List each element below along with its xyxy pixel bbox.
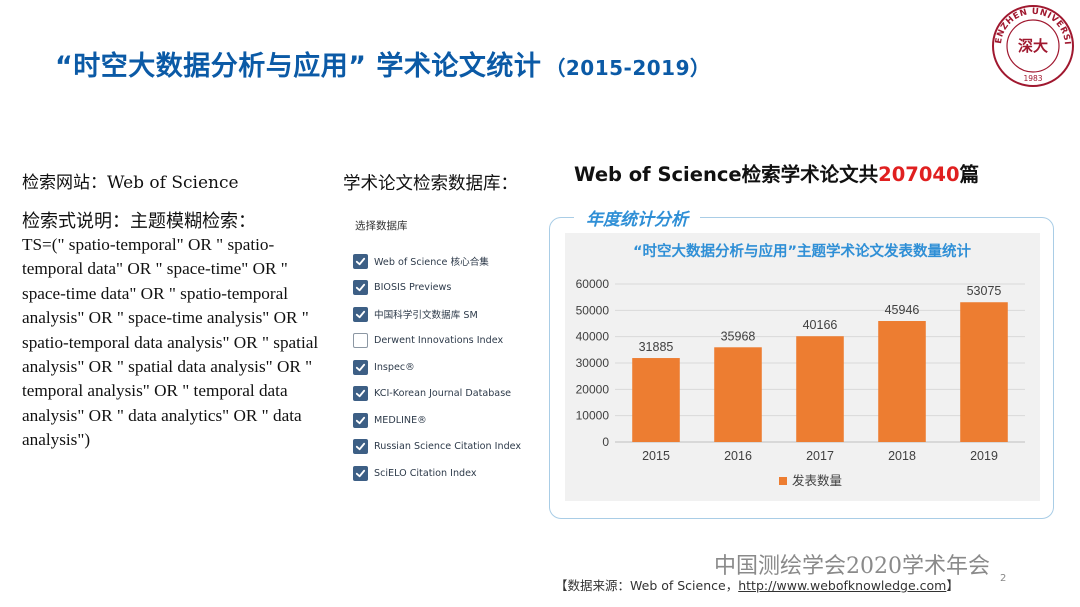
checkbox-checked-icon[interactable] (353, 439, 368, 455)
bar-chart: “时空大数据分析与应用”主题学术论文发表数量统计 0 10000 20000 30000… (576, 242, 1025, 488)
footer-source-suffix: 】 (946, 578, 959, 593)
y-tick-label: 40000 (576, 330, 610, 344)
database-item[interactable]: Derwent Innovations Index (353, 328, 543, 355)
bar (714, 347, 762, 442)
database-item[interactable]: 中国科学引文数据库 SM (353, 301, 543, 328)
footer-organization: 中国测绘学会2020学术年会 (714, 554, 990, 579)
bar (960, 302, 1008, 442)
total-count-suffix: 篇 (959, 163, 980, 186)
y-tick-label: 50000 (576, 303, 610, 317)
slide-title-text: “时空大数据分析与应用” 学术论文统计 (55, 51, 542, 82)
bar-value-label: 31885 (639, 340, 674, 354)
checkbox-checked-icon[interactable] (353, 412, 368, 428)
page-number: 2 (1000, 573, 1007, 584)
database-item-label: Inspec® (374, 361, 415, 373)
database-item[interactable]: SciELO Citation Index (353, 460, 543, 487)
logo-year: 1983 (1023, 74, 1042, 83)
x-tick-label: 2016 (724, 449, 752, 463)
total-count-number: 207040 (878, 163, 960, 186)
database-item-label: BIOSIS Previews (374, 282, 452, 294)
checkbox-checked-icon[interactable] (353, 306, 368, 322)
database-item[interactable]: KCI-Korean Journal Database (353, 381, 543, 408)
database-list: 选择数据库 Web of Science 核心合集 BIOSIS Previews… (353, 218, 543, 487)
slide-title-range: （2015-2019） (545, 56, 711, 80)
database-item-label: Derwent Innovations Index (374, 335, 504, 347)
checkbox-checked-icon[interactable] (353, 386, 368, 402)
database-item[interactable]: Web of Science 核心合集 (353, 248, 543, 275)
checkbox-checked-icon[interactable] (353, 280, 368, 296)
bar (632, 358, 680, 442)
bar-value-label: 35968 (721, 329, 756, 343)
chart-tag: 年度统计分析 (574, 205, 700, 230)
x-tick-label: 2015 (642, 449, 670, 463)
database-item-label: 中国科学引文数据库 SM (374, 310, 478, 322)
database-item[interactable]: MEDLINE® (353, 407, 543, 434)
legend-swatch (779, 477, 787, 485)
legend-label: 发表数量 (792, 473, 842, 488)
bar (796, 336, 844, 442)
database-item-label: MEDLINE® (374, 414, 427, 426)
database-item[interactable]: BIOSIS Previews (353, 275, 543, 302)
bar-value-label: 53075 (967, 284, 1002, 298)
database-item[interactable]: Russian Science Citation Index (353, 434, 543, 461)
database-box-title: 选择数据库 (355, 220, 408, 232)
university-logo: SHENZHEN UNIVERSITY 深大 1983 (991, 4, 1074, 87)
footer-source: 【数据来源：Web of Science，http://www.webofkno… (555, 575, 959, 594)
checkbox-checked-icon[interactable] (353, 253, 368, 269)
database-item-label: Russian Science Citation Index (374, 441, 522, 453)
logo-seal-chars: 深大 (1018, 37, 1048, 55)
total-count-prefix: Web of Science检索学术论文共 (574, 163, 879, 186)
database-item[interactable]: Inspec® (353, 354, 543, 381)
x-tick-label: 2018 (888, 449, 916, 463)
bar (878, 321, 926, 442)
x-tick-label: 2017 (806, 449, 834, 463)
chart-title: “时空大数据分析与应用”主题学术论文发表数量统计 (633, 242, 972, 260)
checkbox-checked-icon[interactable] (353, 465, 368, 481)
search-description: 检索网站：Web of Science 检索式说明：主题模糊检索： TS=(" … (22, 168, 334, 453)
y-tick-label: 60000 (576, 277, 610, 291)
query-label: 检索式说明：主题模糊检索： (22, 211, 256, 232)
total-count-line: Web of Science检索学术论文共207040篇 (574, 158, 979, 187)
checkbox-checked-icon[interactable] (353, 359, 368, 375)
x-tick-label: 2019 (970, 449, 998, 463)
y-tick-label: 30000 (576, 356, 610, 370)
footer-source-prefix: 【数据来源：Web of Science， (555, 578, 739, 593)
y-tick-label: 20000 (576, 382, 610, 396)
bar-value-label: 40166 (803, 318, 838, 332)
y-tick-label: 10000 (576, 409, 610, 423)
database-item-label: KCI-Korean Journal Database (374, 388, 512, 400)
search-site-line: 检索网站：Web of Science (22, 173, 239, 193)
bar-value-label: 45946 (885, 303, 920, 317)
footer-source-url[interactable]: http://www.webofknowledge.com (738, 578, 947, 593)
y-tick-label: 0 (602, 435, 609, 449)
checkbox-unchecked-icon[interactable] (353, 333, 368, 349)
query-text: TS=(" spatio-temporal" OR " spatio-tempo… (22, 235, 319, 450)
slide-title: “时空大数据分析与应用” 学术论文统计 （2015-2019） (55, 44, 711, 83)
database-heading: 学术论文检索数据库： (343, 174, 518, 194)
database-item-label: SciELO Citation Index (374, 467, 477, 479)
database-item-label: Web of Science 核心合集 (374, 257, 489, 269)
